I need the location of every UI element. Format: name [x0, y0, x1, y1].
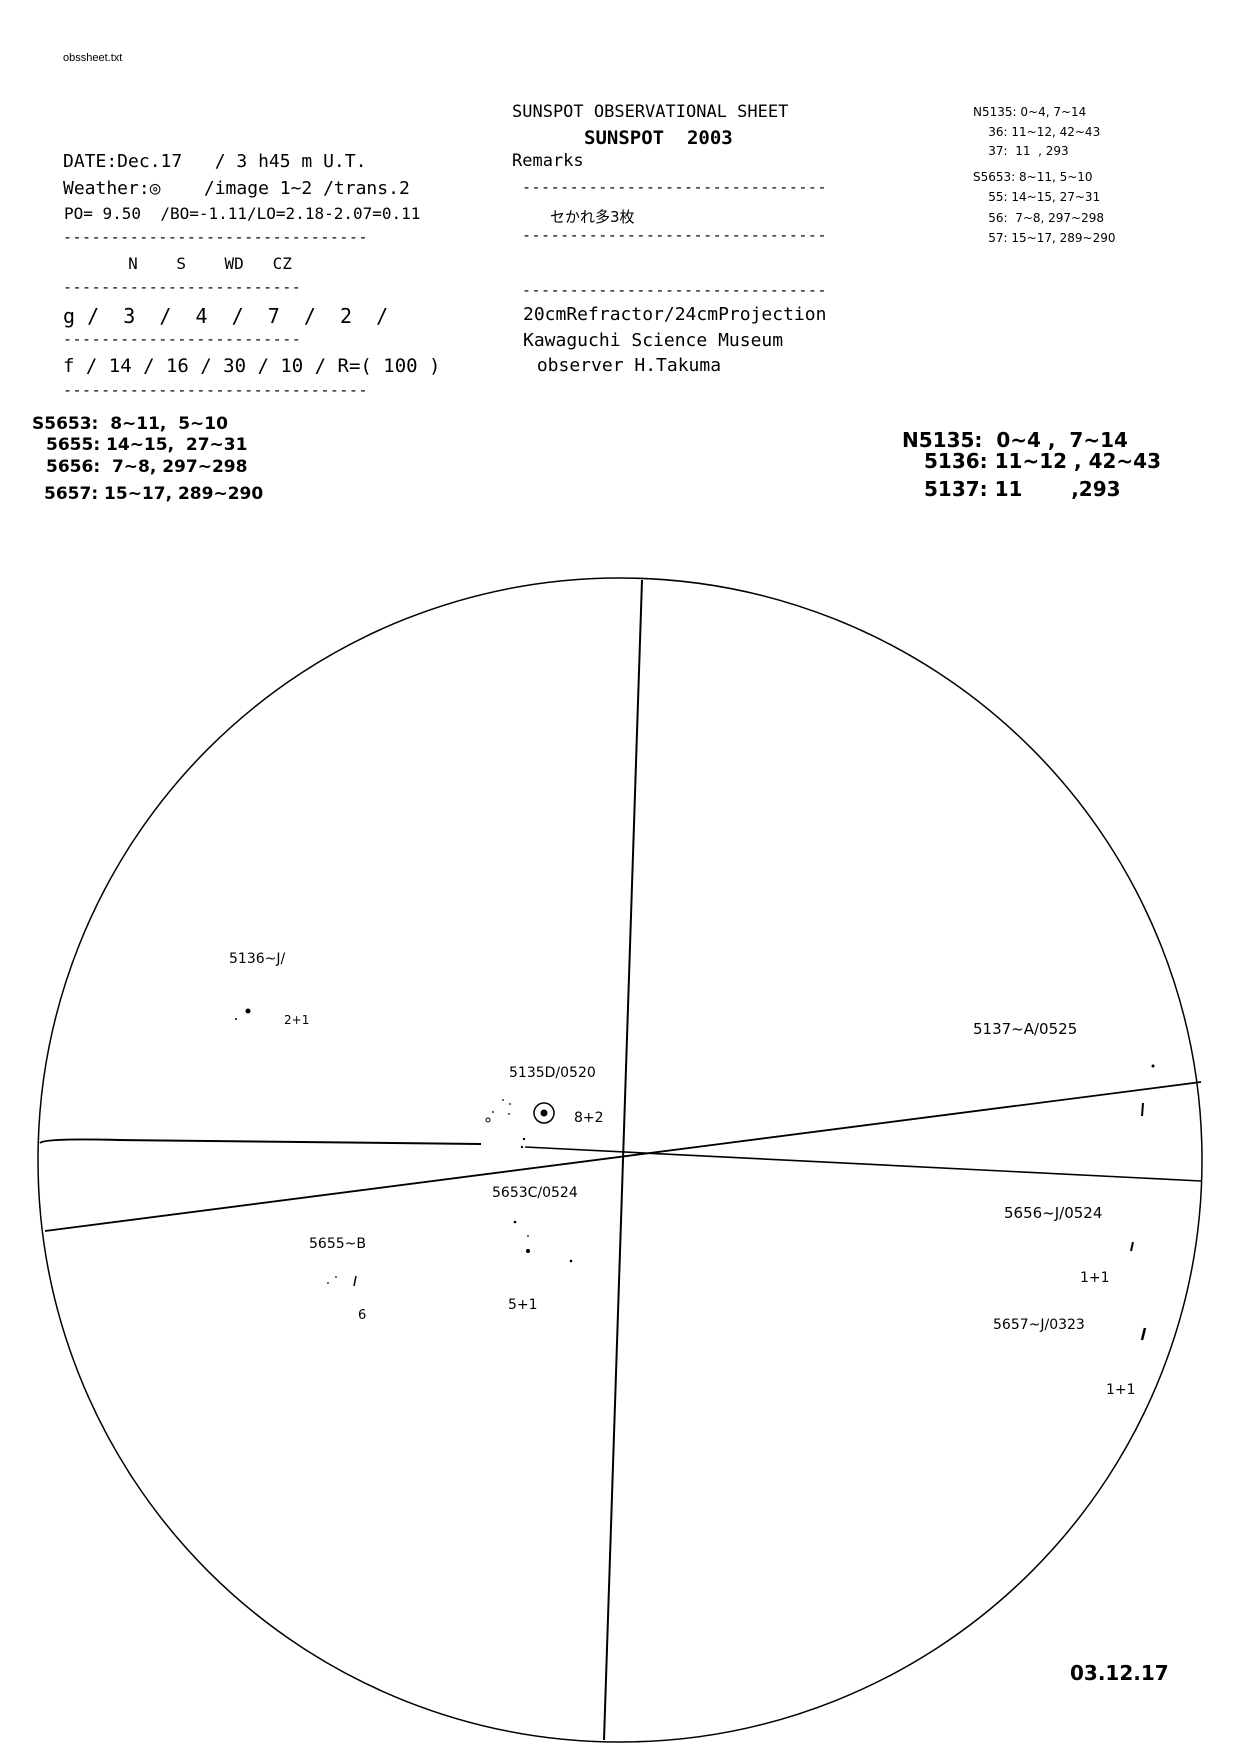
note-line: 55: 14~15, 27~31: [973, 190, 1101, 204]
sunspot-group-5655: [327, 1275, 357, 1287]
params-line: PO= 9.50 /BO=-1.11/LO=2.18-2.07=0.11: [64, 204, 421, 223]
note-line: S5653: 8~11, 5~10: [32, 414, 228, 434]
group-label-5136: 5136~J/: [229, 951, 286, 967]
equator-line-right: [524, 1146, 1202, 1182]
sunspot: [520, 1145, 524, 1149]
group-label-5656: 5656~J/0524: [1004, 1204, 1103, 1222]
note-line: 36: 11~12, 42~43: [973, 125, 1101, 139]
divider: -------------------------: [63, 330, 302, 348]
sunspot-group-5653: [513, 1220, 573, 1263]
columns-header: N S WD CZ: [80, 254, 292, 273]
site: Kawaguchi Science Museum: [523, 330, 784, 351]
group-label-5655: 5655~B: [309, 1236, 366, 1252]
date-line: DATE:Dec.17 / 3 h45 m U.T.: [63, 151, 367, 172]
remarks-label: Remarks: [512, 151, 584, 171]
g-counts: g / 3 / 4 / 7 / 2 /: [63, 304, 389, 328]
sunspot: [502, 1099, 504, 1101]
note-line: N5135: 0~4 , 7~14: [902, 428, 1128, 452]
divider: --------------------------------: [522, 226, 827, 244]
sunspot: [485, 1117, 491, 1123]
sheet-subtitle: SUNSPOT 2003: [584, 127, 733, 149]
group-count-5656: 1+1: [1080, 1270, 1110, 1286]
sunspot: [540, 1109, 548, 1117]
sunspot-5656: [1130, 1241, 1134, 1252]
sunspot: [235, 1018, 237, 1020]
divider: --------------------------------: [63, 228, 368, 246]
weather-line: Weather:◎ /image 1~2 /trans.2: [63, 178, 410, 199]
sunspot-ring: [533, 1102, 555, 1124]
sunspot-5657: [1140, 1327, 1147, 1341]
divider: --------------------------------: [522, 178, 827, 196]
stamp-date: 03.12.17: [1070, 1661, 1169, 1685]
note-line: 5655: 14~15, 27~31: [46, 435, 248, 455]
sunspot: [522, 1137, 526, 1141]
note-line: 5137: 11 ,293: [924, 477, 1121, 501]
f-counts: f / 14 / 16 / 30 / 10 / R=( 100 ): [63, 355, 441, 377]
note-line: 5136: 11~12 , 42~43: [924, 449, 1161, 473]
note-line: 5657: 15~17, 289~290: [44, 484, 264, 504]
group-label-5137: 5137~A/0525: [973, 1020, 1078, 1038]
group-count-5657: 1+1: [1106, 1382, 1136, 1398]
sunspot: [335, 1276, 337, 1278]
axis-line-vertical: [603, 579, 643, 1741]
sunspot-group-5135: [485, 1099, 555, 1149]
sunspot: [526, 1249, 530, 1253]
sunspot: [527, 1235, 529, 1237]
sunspot: [245, 1008, 251, 1014]
group-label-5653: 5653C/0524: [492, 1185, 578, 1201]
sunspot: [569, 1259, 573, 1263]
note-line: S5653: 8~11, 5~10: [973, 170, 1093, 184]
group-count-5136: 2+1: [284, 1013, 310, 1027]
group-count-5135: 8+2: [574, 1110, 604, 1126]
sunspot: [513, 1220, 517, 1224]
sunspot: [492, 1111, 494, 1113]
file-name: obssheet.txt: [63, 52, 123, 64]
sunspot-5137: [1151, 1064, 1155, 1068]
sheet-title: SUNSPOT OBSERVATIONAL SHEET: [512, 102, 789, 122]
equator-line-left: [39, 1138, 482, 1145]
divider: --------------------------------: [522, 281, 827, 299]
sunspot-5137: [1141, 1102, 1144, 1117]
group-count-5653: 5+1: [508, 1297, 538, 1313]
observer: observer H.Takuma: [526, 355, 722, 376]
divider: -------------------------: [63, 278, 302, 296]
remarks-text: セかれ多3枚: [550, 208, 635, 226]
telescope: 20cmRefractor/24cmProjection: [523, 304, 827, 325]
sunspot: [508, 1113, 510, 1115]
note-line: 37: 11 , 293: [973, 144, 1069, 158]
note-line: 5656: 7~8, 297~298: [46, 457, 248, 477]
note-line: N5135: 0~4, 7~14: [973, 105, 1087, 119]
sunspot-group-5136: [235, 1008, 251, 1020]
axis-line-tilted: [44, 1081, 1202, 1232]
sunspot: [509, 1103, 511, 1105]
group-label-5657: 5657~J/0323: [993, 1317, 1085, 1333]
sunspot: [353, 1275, 357, 1287]
sunspot: [327, 1282, 329, 1284]
group-count-5655: 6: [358, 1308, 367, 1323]
note-line: 56: 7~8, 297~298: [973, 211, 1105, 225]
group-label-5135: 5135D/0520: [509, 1065, 596, 1081]
solar-disk-outline: [37, 577, 1203, 1743]
divider: --------------------------------: [63, 381, 368, 399]
note-line: 57: 15~17, 289~290: [973, 231, 1116, 245]
